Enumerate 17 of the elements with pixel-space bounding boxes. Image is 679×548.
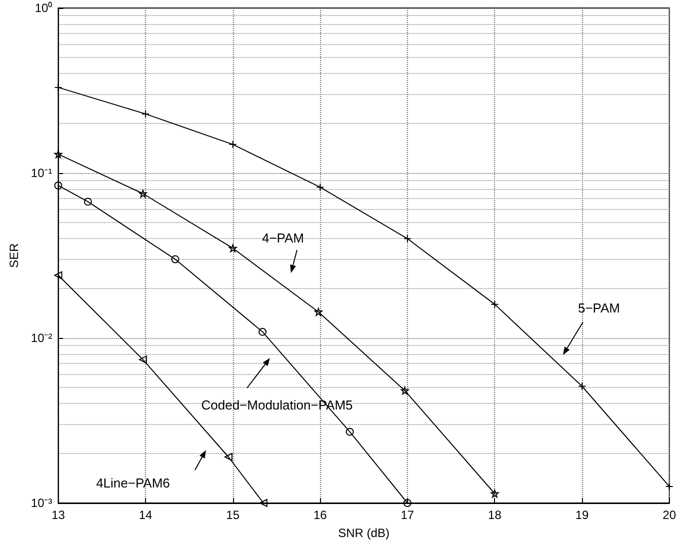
x-tick-label: 18 <box>488 508 502 522</box>
y-tick-label: 10⁻³ <box>30 496 52 510</box>
x-tick-label: 19 <box>575 508 590 522</box>
annotation: 4Line−PAM6 <box>96 476 170 490</box>
y-tick-label: 10⁻¹ <box>30 166 52 180</box>
y-tick-label: 10⁰ <box>34 1 52 15</box>
x-tick-label: 14 <box>138 508 153 522</box>
annotation: 5−PAM <box>578 300 620 316</box>
x-tick-label: 20 <box>662 508 676 522</box>
y-axis-title: SER <box>7 242 21 268</box>
x-axis-title: SNR (dB) <box>338 526 390 540</box>
annotation: 4−PAM <box>262 230 304 246</box>
x-tick-label: 15 <box>226 508 240 522</box>
y-tick-label: 10⁻² <box>30 331 52 345</box>
x-tick-label: 13 <box>52 508 66 522</box>
x-tick-label: 17 <box>400 508 414 522</box>
x-tick-label: 16 <box>313 508 328 522</box>
